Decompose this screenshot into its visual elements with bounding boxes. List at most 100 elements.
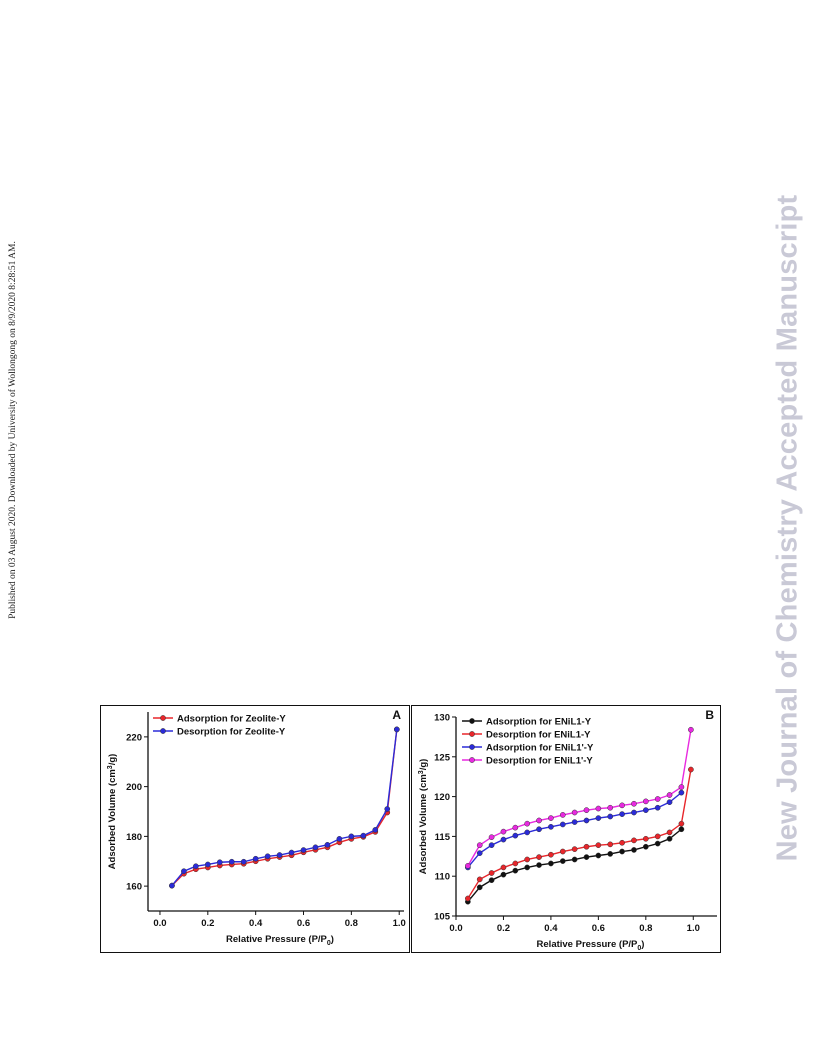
series-2-point (500, 864, 507, 871)
series-2-point (536, 854, 542, 860)
series-1-point (548, 860, 554, 867)
series-2-point (300, 847, 307, 853)
series-2-point (348, 833, 355, 840)
series-3-point (512, 832, 519, 839)
series-1-point (536, 862, 542, 868)
series-2-point (264, 853, 271, 860)
series-2-point (240, 858, 247, 865)
series-3-point (559, 821, 566, 828)
x-tick-label: 0.2 (201, 918, 214, 929)
series-2-point (583, 843, 590, 850)
series-2-point (571, 846, 578, 852)
series-4-point (583, 807, 590, 813)
y-tick-label: 110 (435, 872, 450, 883)
series-1-point (559, 858, 566, 864)
x-tick-label: 0.8 (639, 923, 652, 934)
series-2-point (276, 852, 283, 858)
panel-letter: B (705, 708, 714, 722)
series-2-point (607, 841, 614, 848)
chart-panel-b: 0.0 0.2 0.4 0.6 0.8 1.0 105 110 115 120 125 130 Rela… (411, 705, 721, 953)
publication-note-text: Published on 03 August 2020. Downloaded … (8, 241, 18, 619)
legend-marker-2 (160, 728, 166, 734)
series-line-1 (467, 828, 682, 903)
series-2-point (465, 895, 471, 902)
x-tick-label: 0.2 (497, 923, 510, 934)
legend-marker-4 (469, 757, 475, 763)
series-2-point (228, 858, 235, 865)
x-tick-label: 0.4 (249, 918, 263, 929)
series-3-point (488, 842, 495, 849)
series-2-point (169, 882, 175, 889)
series-4-point (688, 726, 694, 733)
series-1-point (476, 884, 483, 891)
legend-label-3: Adsorption for ENiL1'-Y (486, 743, 594, 754)
series-2-point (193, 863, 199, 870)
series-3-point (642, 807, 649, 813)
series-1-point (631, 847, 637, 853)
y-tick-label: 180 (126, 832, 142, 843)
y-tick-label: 200 (126, 782, 142, 793)
legend-label-4: Desorption for ENiL1'-Y (486, 756, 593, 767)
legend-marker-1 (160, 715, 166, 721)
series-2-point (678, 820, 685, 827)
series-1-point (678, 826, 685, 833)
y-tick-label: 120 (434, 792, 450, 803)
series-line-3 (467, 792, 682, 868)
series-1-point (512, 867, 519, 874)
series-4-point (512, 824, 519, 831)
x-tick-label: 1.0 (393, 918, 406, 929)
series-4-point (536, 817, 542, 824)
series-3-point (583, 817, 590, 824)
series-4-point (500, 828, 507, 835)
x-axis-title: Relative Pressure (P/P0) (226, 934, 334, 947)
series-line-1 (171, 729, 398, 887)
x-tick-label: 0.6 (297, 918, 310, 929)
series-2-point (181, 868, 187, 875)
y-tick-label: 220 (126, 732, 142, 743)
series-3-point (607, 813, 614, 820)
series-4-point (666, 792, 673, 798)
series-2-point (619, 839, 625, 846)
series-1-point (488, 877, 495, 884)
series-3-point (631, 809, 637, 816)
series-4-point (678, 784, 685, 790)
series-3-point (500, 836, 507, 843)
series-2-point (524, 856, 531, 863)
legend-label-2: Desorption for ENiL1-Y (486, 730, 591, 741)
y-tick-label: 105 (434, 912, 451, 923)
journal-watermark-text: New Journal of Chemistry Accepted Manusc… (771, 194, 804, 862)
series-3-point (654, 804, 661, 811)
series-4-point (642, 798, 649, 805)
series-1-point (571, 856, 578, 863)
x-tick-label: 0.6 (592, 923, 605, 934)
series-4-point (548, 815, 554, 821)
series-3-point (619, 811, 625, 817)
series-4-point (571, 809, 578, 816)
x-tick-label: 0.8 (345, 918, 358, 929)
series-4-point (559, 812, 566, 818)
series-1-point (595, 852, 602, 859)
legend-marker-3 (469, 744, 475, 750)
series-1-point (583, 854, 590, 860)
series-2-point (559, 848, 566, 855)
series-2-point (372, 827, 379, 833)
series-4-point (465, 863, 471, 869)
series-4-point (607, 804, 614, 811)
y-axis-title: Adsorbed Volume (cm3/g) (107, 754, 118, 870)
series-2-point (336, 836, 343, 842)
series-2-point (688, 766, 694, 773)
series-1-point (524, 864, 531, 871)
series-2-point (488, 870, 495, 876)
series-2-point (204, 861, 211, 868)
series-4-point (654, 796, 661, 802)
chart-a-svg: 0.0 0.2 0.4 0.6 0.8 1.0 160 180 200 220 Relative P… (107, 708, 406, 947)
series-2-point (666, 829, 673, 836)
series-3-point (536, 826, 542, 833)
x-tick-label: 1.0 (687, 923, 700, 934)
series-4-point (524, 820, 531, 827)
series-1-point (642, 843, 649, 850)
series-2-point (324, 841, 331, 848)
series-3-point (524, 829, 531, 836)
series-2-point (654, 833, 661, 840)
legend-label-1: Adsorption for ENiL1-Y (486, 717, 592, 728)
